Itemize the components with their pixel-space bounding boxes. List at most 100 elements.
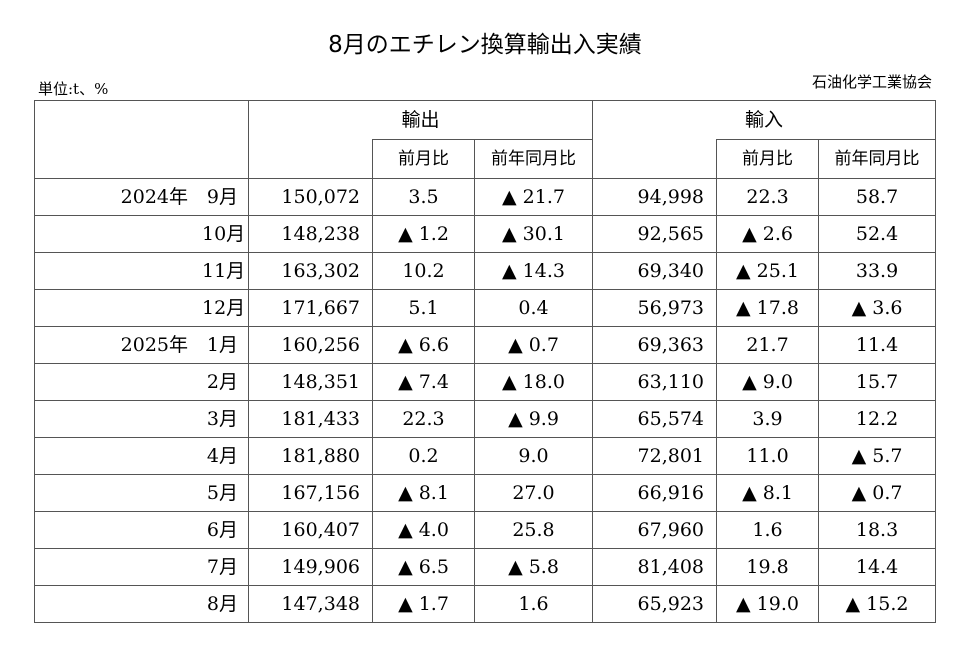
month-label: 9月: [206, 186, 238, 208]
header-export-volume: [248, 139, 373, 179]
export-volume-cell: 167,156: [248, 474, 373, 512]
export-volume-cell: 148,351: [248, 363, 373, 401]
import-volume-cell: 92,565: [592, 215, 718, 253]
table-row: 8月 147,348 ▲ 1.7 1.6 65,923 ▲ 19.0 ▲ 15.2: [34, 585, 937, 623]
import-mom-cell: ▲ 9.0: [716, 363, 820, 401]
header-row-groups: 輸出 輸入: [34, 100, 937, 140]
header-import: 輸入: [592, 100, 937, 140]
period-cell: 2024年 9月: [34, 178, 249, 216]
export-mom-cell: 22.3: [372, 400, 475, 438]
import-yoy-cell: ▲ 15.2: [818, 585, 937, 623]
export-volume-cell: 181,880: [248, 437, 373, 475]
export-mom-cell: ▲ 8.1: [372, 474, 475, 512]
import-volume-cell: 56,973: [592, 289, 718, 327]
import-yoy-cell: ▲ 3.6: [818, 289, 937, 327]
import-volume-cell: 94,998: [592, 178, 718, 216]
table-row: 2024年 9月 150,072 3.5 ▲ 21.7 94,998 22.3 58.7: [34, 178, 937, 216]
import-yoy-cell: 12.2: [818, 400, 937, 438]
import-mom-cell: 1.6: [716, 511, 820, 549]
month-label: 11月: [202, 260, 246, 282]
ethylene-trade-table: 輸出 輸入 前月比 前年同月比 前月比 前年同月比 2024年 9月 150,072…: [34, 100, 937, 623]
import-volume-cell: 65,923: [592, 585, 718, 623]
import-volume-cell: 66,916: [592, 474, 718, 512]
table-row: 7月 149,906 ▲ 6.5 ▲ 5.8 81,408 19.8 14.4: [34, 548, 937, 586]
import-volume-cell: 69,363: [592, 326, 718, 364]
import-mom-cell: ▲ 17.8: [716, 289, 820, 327]
export-volume-cell: 149,906: [248, 548, 373, 586]
export-mom-cell: 5.1: [372, 289, 475, 327]
import-yoy-cell: ▲ 5.7: [818, 437, 937, 475]
import-yoy-cell: 11.4: [818, 326, 937, 364]
export-yoy-cell: ▲ 30.1: [473, 215, 594, 253]
period-cell: 12月: [34, 289, 249, 327]
export-yoy-cell: ▲ 0.7: [473, 326, 594, 364]
month-label: 3月: [206, 408, 238, 430]
export-volume-cell: 147,348: [248, 585, 373, 623]
month-label: 7月: [206, 556, 238, 578]
period-cell: 10月: [34, 215, 249, 253]
table-row: 2月 148,351 ▲ 7.4 ▲ 18.0 63,110 ▲ 9.0 15.7: [34, 363, 937, 401]
import-mom-cell: 21.7: [716, 326, 820, 364]
table-row: 10月 148,238 ▲ 1.2 ▲ 30.1 92,565 ▲ 2.6 52.4: [34, 215, 937, 253]
year-label: 2025年: [120, 334, 188, 356]
import-volume-cell: 63,110: [592, 363, 718, 401]
import-yoy-cell: 18.3: [818, 511, 937, 549]
header-import-mom: 前月比: [716, 139, 820, 179]
month-label: 2月: [206, 371, 238, 393]
export-yoy-cell: 9.0: [473, 437, 594, 475]
import-yoy-cell: 14.4: [818, 548, 937, 586]
month-label: 1月: [206, 334, 238, 356]
export-mom-cell: 10.2: [372, 252, 475, 290]
export-yoy-cell: 0.4: [473, 289, 594, 327]
period-cell: 2025年 1月: [34, 326, 249, 364]
header-export-yoy: 前年同月比: [473, 139, 594, 179]
period-cell: 5月: [34, 474, 249, 512]
import-mom-cell: ▲ 2.6: [716, 215, 820, 253]
export-yoy-cell: ▲ 9.9: [473, 400, 594, 438]
import-volume-cell: 65,574: [592, 400, 718, 438]
month-label: 12月: [202, 297, 246, 319]
import-yoy-cell: 15.7: [818, 363, 937, 401]
export-volume-cell: 163,302: [248, 252, 373, 290]
import-volume-cell: 72,801: [592, 437, 718, 475]
export-mom-cell: 0.2: [372, 437, 475, 475]
export-mom-cell: 3.5: [372, 178, 475, 216]
period-cell: 8月: [34, 585, 249, 623]
import-volume-cell: 81,408: [592, 548, 718, 586]
header-export-mom: 前月比: [372, 139, 475, 179]
import-mom-cell: ▲ 19.0: [716, 585, 820, 623]
table-row: 11月 163,302 10.2 ▲ 14.3 69,340 ▲ 25.1 33.9: [34, 252, 937, 290]
export-volume-cell: 148,238: [248, 215, 373, 253]
unit-label: 単位:t、%: [38, 80, 109, 98]
month-label: 10月: [202, 223, 246, 245]
table-row: 6月 160,407 ▲ 4.0 25.8 67,960 1.6 18.3: [34, 511, 937, 549]
import-volume-cell: 69,340: [592, 252, 718, 290]
period-cell: 11月: [34, 252, 249, 290]
header-row-sub: 前月比 前年同月比 前月比 前年同月比: [34, 139, 937, 179]
period-cell: 3月: [34, 400, 249, 438]
export-mom-cell: ▲ 6.5: [372, 548, 475, 586]
import-yoy-cell: 58.7: [818, 178, 937, 216]
period-cell: 7月: [34, 548, 249, 586]
export-yoy-cell: ▲ 21.7: [473, 178, 594, 216]
export-yoy-cell: 25.8: [473, 511, 594, 549]
export-yoy-cell: ▲ 5.8: [473, 548, 594, 586]
export-mom-cell: ▲ 7.4: [372, 363, 475, 401]
year-label: 2024年: [120, 186, 188, 208]
source-label: 石油化学工業協会: [811, 73, 932, 91]
month-label: 6月: [206, 519, 238, 541]
header-import-yoy: 前年同月比: [818, 139, 937, 179]
import-mom-cell: ▲ 25.1: [716, 252, 820, 290]
table-row: 2025年 1月 160,256 ▲ 6.6 ▲ 0.7 69,363 21.7 11.4: [34, 326, 937, 364]
import-yoy-cell: 52.4: [818, 215, 937, 253]
export-volume-cell: 160,256: [248, 326, 373, 364]
period-cell: 4月: [34, 437, 249, 475]
import-mom-cell: 22.3: [716, 178, 820, 216]
period-cell: 2月: [34, 363, 249, 401]
export-mom-cell: ▲ 6.6: [372, 326, 475, 364]
month-label: 4月: [206, 445, 238, 467]
import-mom-cell: 19.8: [716, 548, 820, 586]
export-mom-cell: ▲ 1.7: [372, 585, 475, 623]
table-row: 5月 167,156 ▲ 8.1 27.0 66,916 ▲ 8.1 ▲ 0.7: [34, 474, 937, 512]
import-mom-cell: 11.0: [716, 437, 820, 475]
